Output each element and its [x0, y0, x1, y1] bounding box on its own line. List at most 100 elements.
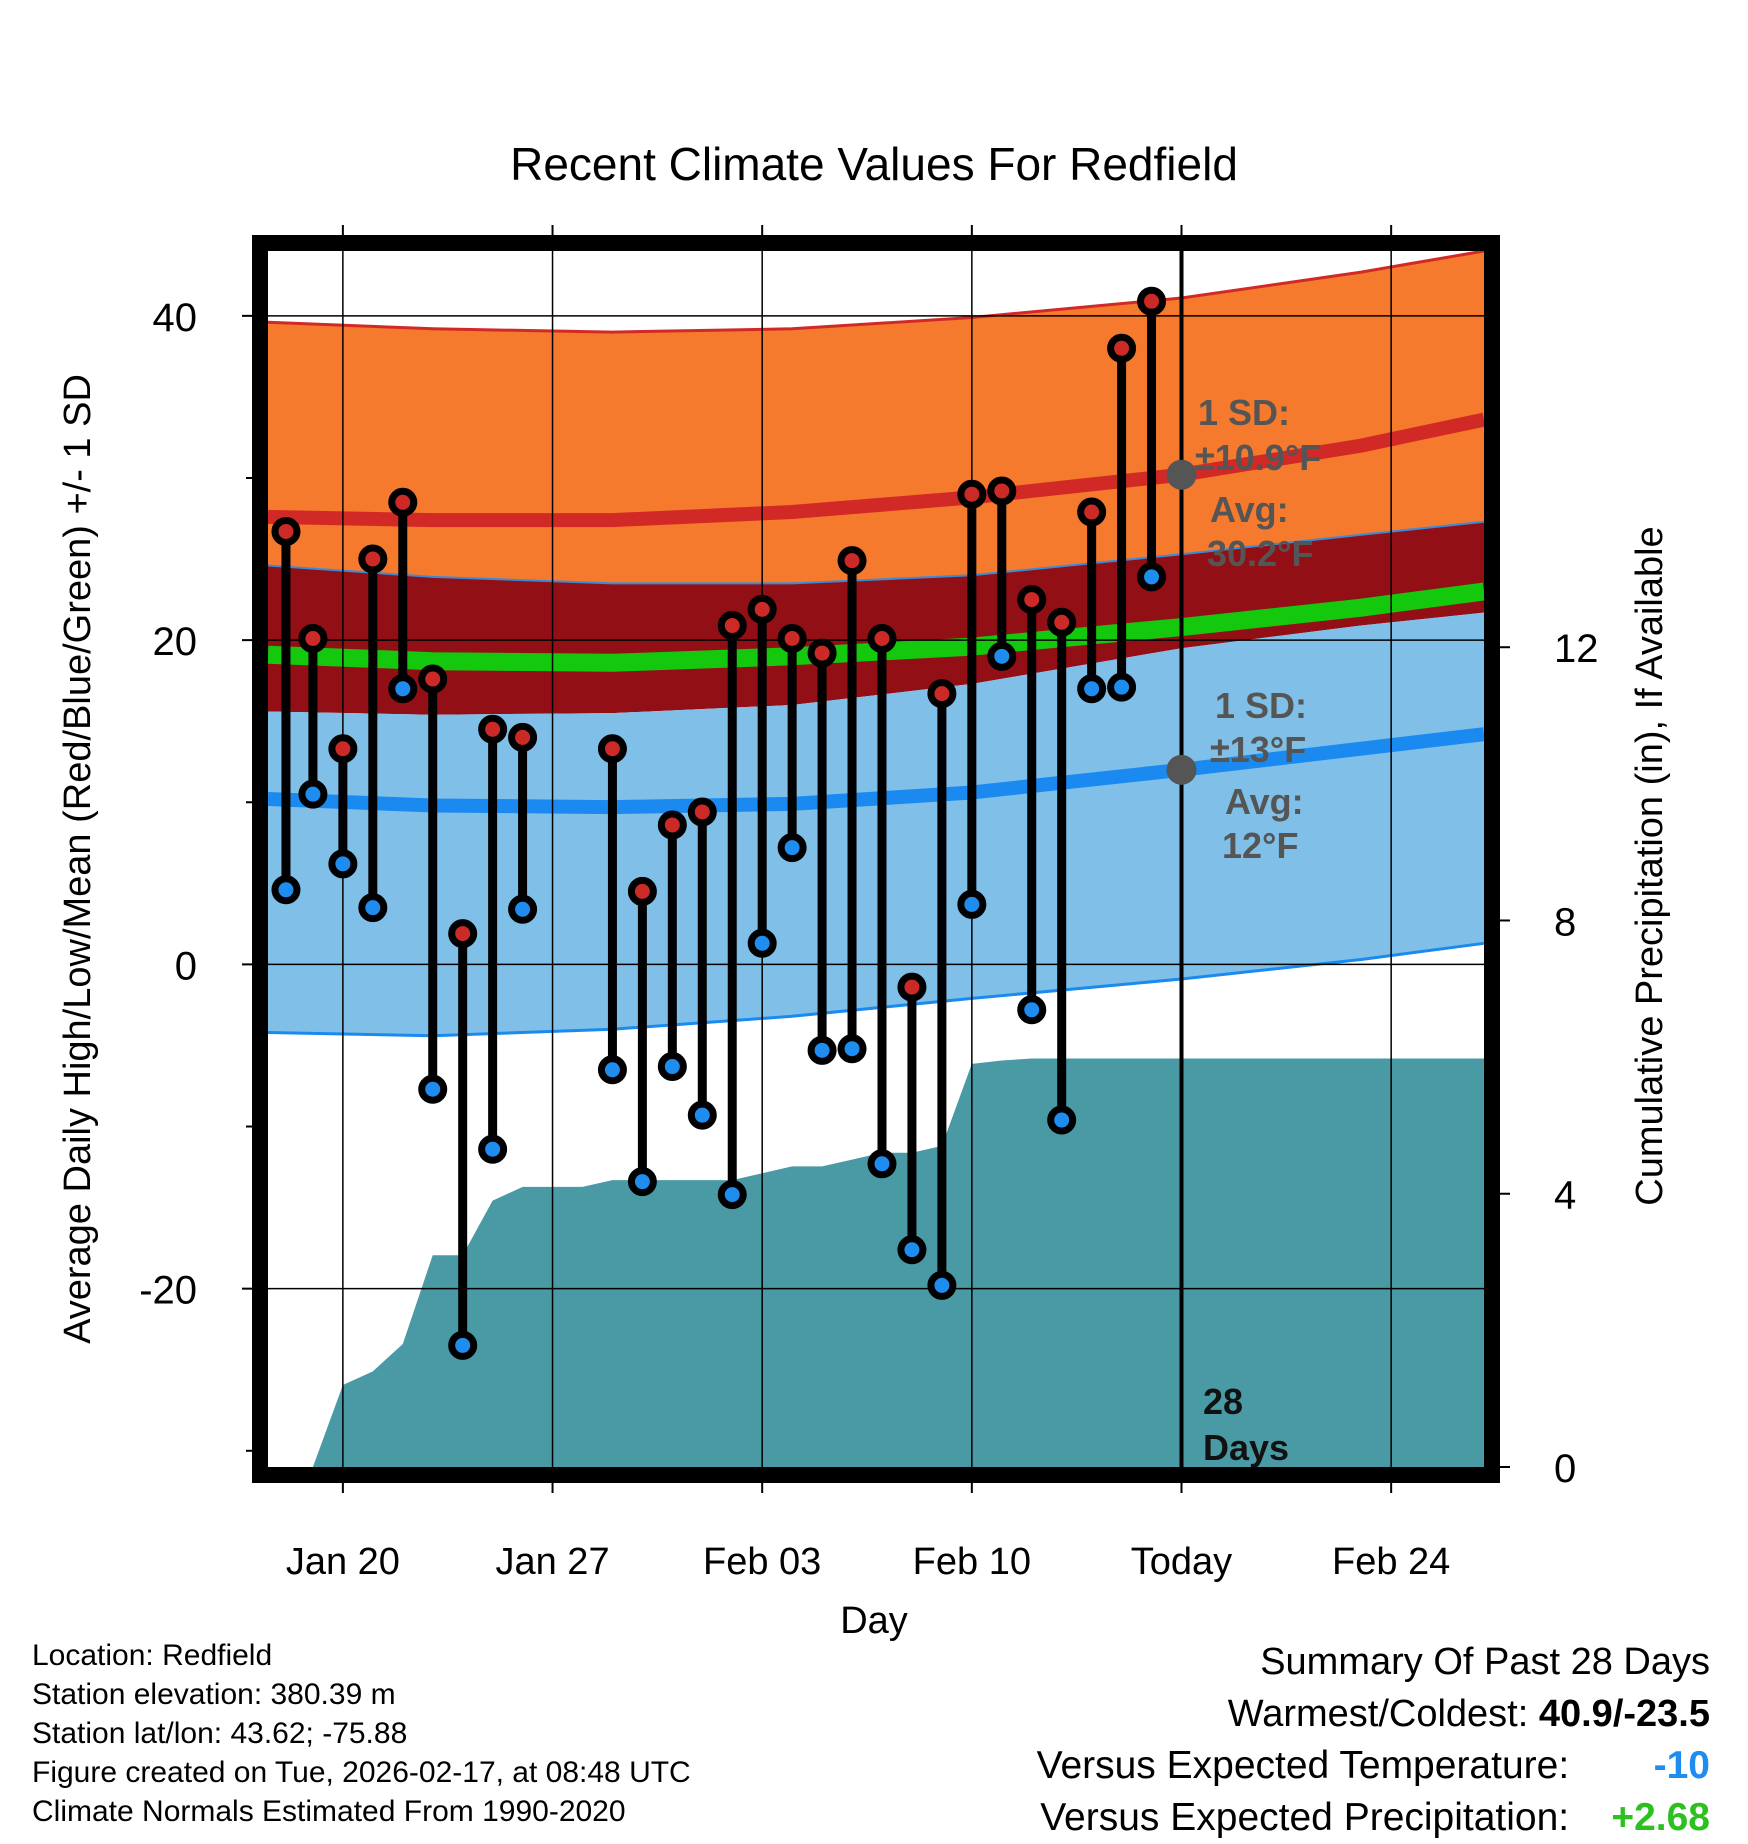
warm-cold-row: Warmest/Coldest: 40.9/-23.5 — [1037, 1688, 1710, 1740]
daily-low-point — [987, 641, 1017, 671]
daily-high-point — [867, 623, 897, 653]
daily-high-point — [837, 546, 867, 576]
daily-high-point — [807, 638, 837, 668]
high-avg-label: Avg: — [1210, 489, 1289, 530]
high-sd-value: ±10.9°F — [1195, 437, 1321, 478]
daily-high-point — [627, 876, 657, 906]
daily-low-point — [298, 779, 328, 809]
daily-low-point — [837, 1034, 867, 1064]
daily-low-point — [358, 893, 388, 923]
x-tick-label: Feb 03 — [703, 1541, 821, 1583]
y-tick-label: -20 — [139, 1269, 197, 1313]
normals-bands — [267, 249, 1486, 1467]
daily-high-point — [897, 972, 927, 1002]
y2-axis-label: Cumulative Precipitation (in), If Availa… — [1629, 526, 1671, 1205]
daily-high-point — [448, 919, 478, 949]
daily-low-point — [897, 1235, 927, 1265]
daily-low-point — [627, 1167, 657, 1197]
daily-high-point — [388, 487, 418, 517]
daily-high-point — [777, 623, 807, 653]
low-sd-label: 1 SD: — [1215, 685, 1307, 726]
daily-high-point — [957, 479, 987, 509]
warm-cold-label: Warmest/Coldest: — [1227, 1693, 1529, 1735]
x-tick-label: Jan 20 — [286, 1541, 400, 1583]
daily-low-point — [1107, 672, 1137, 702]
low-avg-label: Avg: — [1225, 781, 1304, 822]
high-avg-value: 30.2°F — [1207, 533, 1313, 574]
high-today-average-dot — [1166, 459, 1197, 490]
daily-low-point — [867, 1149, 897, 1179]
daily-low-point — [657, 1052, 687, 1082]
daily-low-point — [271, 875, 301, 905]
daily-low-point — [807, 1035, 837, 1065]
high-sd-label: 1 SD: — [1198, 392, 1290, 433]
y2-tick-label: 12 — [1554, 627, 1599, 671]
daily-high-point — [478, 714, 508, 744]
elevation-line: Station elevation: 380.39 m — [32, 1678, 396, 1711]
daily-high-point — [271, 516, 301, 546]
x-tick-label: Feb 24 — [1332, 1541, 1450, 1583]
warm-cold-value: 40.9/-23.5 — [1538, 1693, 1710, 1735]
daily-low-point — [597, 1055, 627, 1085]
y-axis-label: Average Daily High/Low/Mean (Red/Blue/Gr… — [57, 374, 99, 1344]
y2-tick-label: 8 — [1554, 900, 1576, 944]
daily-high-point — [508, 722, 538, 752]
location-line: Location: Redfield — [32, 1639, 273, 1672]
plot-frame — [252, 235, 1500, 1483]
y-tick-label: 0 — [175, 944, 197, 988]
x-tick-label: Feb 10 — [913, 1541, 1031, 1583]
summary-panel: Summary Of Past 28 Days Warmest/Coldest:… — [1037, 1636, 1710, 1844]
daily-high-point — [717, 611, 747, 641]
y-tick-label: 40 — [153, 296, 198, 340]
daily-low-point — [687, 1100, 717, 1130]
daily-low-point — [1077, 674, 1107, 704]
axes: -20 0 20 40 0 4 8 12 Jan 20 Jan 27 Feb 03 Feb 10 Tod… — [139, 225, 1599, 1583]
precipitation-area — [312, 1058, 1484, 1467]
daily-high-point — [747, 594, 777, 624]
daily-low-point — [388, 674, 418, 704]
precip-vs-expected-row: Versus Expected Precipitation: +2.68 — [1037, 1792, 1710, 1844]
y-tick-label: 20 — [153, 620, 198, 664]
daily-high-point — [298, 623, 328, 653]
annotations: 1 SD: ±10.9°F Avg: 30.2°F 1 SD: ±13°F Av… — [1166, 392, 1321, 1468]
station-metadata: Location: Redfield Station elevation: 38… — [32, 1636, 691, 1831]
temp-vs-expected-row: Versus Expected Temperature: -10 — [1037, 1740, 1710, 1792]
daily-high-point — [1107, 333, 1137, 363]
latlon-line: Station lat/lon: 43.62; -75.88 — [32, 1717, 408, 1750]
daily-low-point — [777, 833, 807, 863]
daily-high-point — [987, 476, 1017, 506]
y2-tick-label: 4 — [1554, 1174, 1576, 1218]
daily-high-point — [1077, 497, 1107, 527]
daily-high-point — [1137, 286, 1167, 316]
daily-high-point — [597, 734, 627, 764]
daily-low-point — [1017, 995, 1047, 1025]
daily-high-point — [927, 679, 957, 709]
daily-high-point — [358, 544, 388, 574]
temp-vs-expected-label: Versus Expected Temperature: — [1036, 1744, 1570, 1787]
normals-line: Climate Normals Estimated From 1990-2020 — [32, 1795, 626, 1828]
y2-tick-label: 0 — [1554, 1447, 1576, 1491]
daily-high-point — [328, 734, 358, 764]
high-sd-upper-line — [267, 249, 1485, 334]
daily-high-point — [1047, 607, 1077, 637]
daily-low-point — [747, 928, 777, 958]
daily-high-point — [1017, 585, 1047, 615]
daily-low-point — [927, 1270, 957, 1300]
daily-low-point — [448, 1330, 478, 1360]
low-today-average-dot — [1166, 754, 1197, 785]
days-label: Days — [1203, 1427, 1289, 1468]
chart-title: Recent Climate Values For Redfield — [510, 138, 1238, 190]
x-tick-label: Jan 27 — [495, 1541, 609, 1583]
daily-observations — [271, 286, 1167, 1360]
x-axis-label: Day — [840, 1600, 908, 1642]
summary-title: Summary Of Past 28 Days — [1260, 1641, 1710, 1683]
precip-vs-expected-value: +2.68 — [1611, 1796, 1710, 1839]
precip-vs-expected-label: Versus Expected Precipitation: — [1040, 1796, 1570, 1839]
daily-high-point — [657, 810, 687, 840]
daily-low-point — [508, 894, 538, 924]
low-sd-value: ±13°F — [1210, 729, 1306, 770]
high-average-line — [267, 412, 1486, 528]
x-tick-label: Today — [1131, 1541, 1232, 1583]
daily-low-point — [1047, 1105, 1077, 1135]
